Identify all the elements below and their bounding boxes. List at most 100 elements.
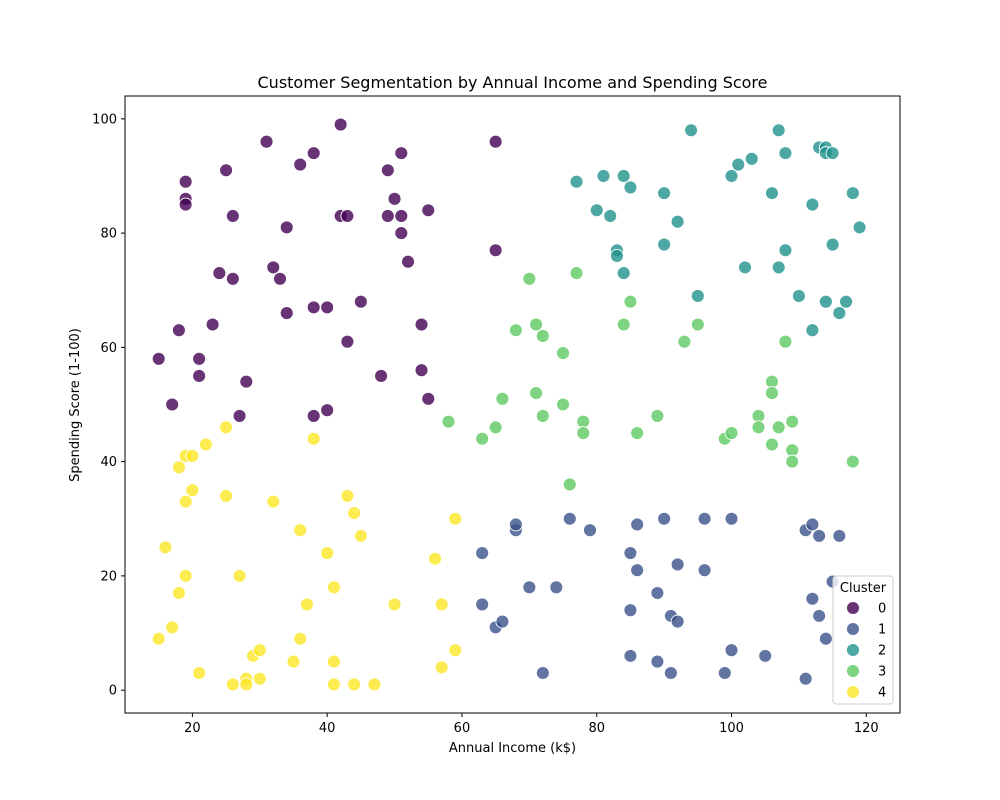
data-point-cluster-2 [839, 294, 854, 309]
data-point-cluster-4 [448, 511, 463, 526]
data-point-cluster-3 [630, 426, 645, 441]
x-tick-label: 120 [854, 721, 879, 736]
plot-frame [124, 95, 901, 714]
data-point-cluster-4 [347, 506, 362, 520]
data-point-cluster-3 [535, 328, 550, 343]
data-point-cluster-4 [306, 431, 321, 446]
data-point-cluster-1 [623, 546, 638, 560]
data-point-cluster-0 [394, 226, 409, 241]
data-point-cluster-4 [252, 643, 267, 658]
data-point-cluster-3 [616, 317, 631, 332]
data-point-cluster-2 [616, 266, 631, 281]
data-point-cluster-3 [690, 317, 705, 332]
data-point-cluster-3 [529, 386, 544, 401]
data-point-cluster-1 [805, 591, 820, 606]
data-point-cluster-3 [677, 334, 692, 349]
data-point-cluster-3 [765, 437, 779, 452]
data-point-cluster-3 [751, 420, 766, 435]
data-point-cluster-0 [192, 368, 207, 383]
data-point-cluster-0 [414, 363, 429, 378]
data-point-cluster-1 [670, 614, 685, 629]
legend-label-cluster-2: 2 [878, 644, 886, 659]
data-point-cluster-2 [832, 306, 847, 321]
x-tick-label: 80 [588, 721, 605, 736]
data-point-cluster-1 [697, 511, 712, 526]
data-point-cluster-1 [475, 597, 490, 612]
data-point-cluster-0 [232, 408, 247, 423]
data-point-cluster-0 [387, 191, 402, 206]
data-point-cluster-4 [178, 494, 193, 509]
data-point-cluster-4 [192, 666, 207, 680]
data-point-cluster-4 [367, 677, 382, 692]
legend-marker-cluster-4 [846, 685, 860, 699]
data-point-cluster-4 [387, 597, 402, 612]
data-point-cluster-1 [758, 648, 773, 663]
data-point-cluster-4 [434, 660, 449, 675]
data-point-cluster-2 [610, 249, 624, 263]
data-point-cluster-4 [266, 494, 281, 509]
data-point-cluster-0 [394, 146, 409, 161]
data-point-cluster-3 [576, 426, 591, 441]
data-point-cluster-2 [818, 294, 833, 309]
data-point-cluster-2 [684, 123, 699, 138]
y-tick-label: 40 [100, 455, 117, 470]
data-point-cluster-0 [178, 197, 193, 212]
data-point-cluster-4 [239, 677, 254, 692]
data-point-cluster-0 [421, 203, 436, 218]
data-point-cluster-4 [171, 586, 186, 600]
data-point-cluster-0 [320, 300, 335, 315]
legend-marker-cluster-2 [846, 643, 860, 657]
data-point-cluster-4 [293, 523, 308, 538]
data-point-cluster-1 [630, 517, 645, 532]
data-point-cluster-4 [326, 654, 341, 669]
data-point-cluster-0 [178, 174, 193, 189]
x-tick-label: 100 [719, 721, 744, 736]
legend-marker-cluster-3 [846, 664, 860, 678]
data-point-cluster-4 [225, 677, 240, 692]
data-point-cluster-3 [785, 414, 800, 429]
data-point-cluster-4 [178, 568, 193, 583]
data-point-cluster-1 [562, 511, 577, 526]
data-point-cluster-0 [421, 391, 436, 406]
data-point-cluster-3 [529, 317, 544, 332]
data-point-cluster-0 [306, 146, 321, 161]
data-point-cluster-2 [690, 289, 705, 303]
data-point-cluster-3 [771, 420, 786, 435]
data-point-cluster-1 [583, 523, 597, 538]
data-point-cluster-2 [852, 220, 867, 235]
data-point-cluster-3 [522, 271, 537, 286]
data-point-cluster-0 [401, 254, 415, 269]
data-point-cluster-1 [657, 511, 672, 526]
data-point-cluster-1 [812, 608, 827, 623]
data-point-cluster-0 [225, 271, 240, 286]
data-point-cluster-0 [414, 317, 429, 332]
data-point-cluster-3 [475, 431, 490, 446]
y-tick-label: 60 [100, 341, 117, 356]
data-point-cluster-3 [765, 386, 779, 401]
data-point-cluster-1 [812, 528, 827, 543]
data-point-cluster-4 [286, 654, 301, 669]
data-point-cluster-3 [556, 346, 570, 361]
data-point-cluster-1 [724, 511, 739, 526]
data-point-cluster-0 [488, 134, 503, 149]
data-point-cluster-1 [717, 666, 732, 680]
data-point-cluster-4 [353, 528, 368, 543]
data-point-cluster-4 [320, 546, 335, 560]
data-point-cluster-0 [225, 209, 240, 223]
data-point-cluster-0 [165, 397, 180, 412]
data-point-cluster-2 [724, 169, 739, 183]
x-tick-label: 20 [184, 721, 201, 736]
data-point-cluster-3 [441, 414, 456, 429]
data-point-cluster-0 [340, 209, 355, 223]
data-point-cluster-0 [279, 306, 294, 321]
points-layer [151, 117, 867, 692]
y-tick-label: 0 [109, 684, 117, 699]
data-point-cluster-0 [306, 408, 321, 423]
data-point-cluster-3 [556, 397, 570, 412]
legend-entries: 0 1 2 3 4 [846, 601, 886, 701]
data-point-cluster-1 [549, 580, 564, 595]
data-point-cluster-4 [347, 677, 362, 692]
data-point-cluster-1 [670, 557, 685, 572]
data-point-cluster-4 [219, 488, 234, 503]
